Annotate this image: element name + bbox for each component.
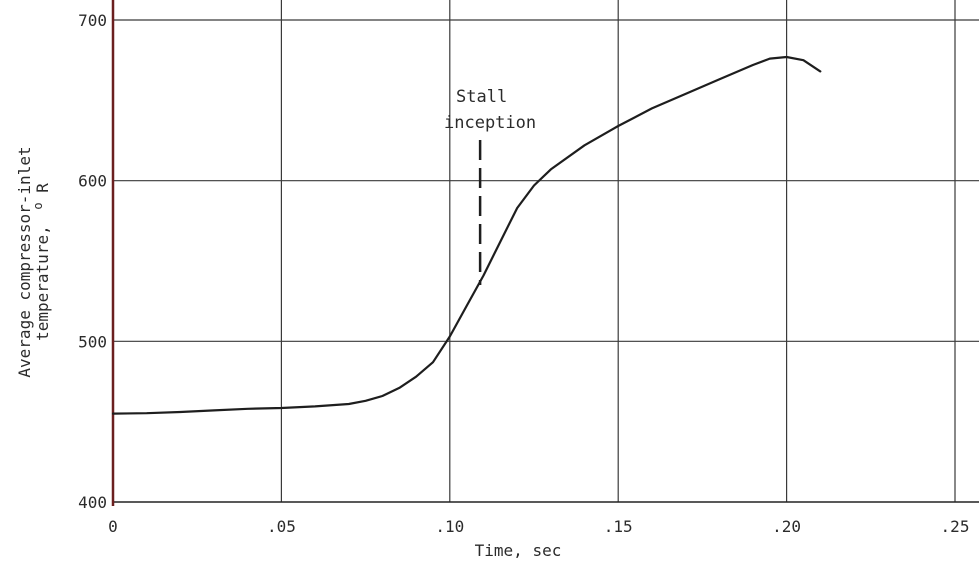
grid-lines [113,0,979,502]
series-line [111,55,822,415]
y-tick-label: 600 [78,172,107,191]
x-tick-label: .20 [772,517,801,536]
y-axis-label-text: temperature, [33,225,52,341]
axes [111,0,979,506]
y-axis-unit-superscript: o [31,202,45,209]
annotation-line2: inception [444,113,536,133]
x-tick-label: .10 [435,517,464,536]
y-tick-label: 700 [78,11,107,30]
stall-inception-annotation: Stall inception [444,87,536,285]
tick-labels: 0 .05 .10 .15 .20 .25 400 500 600 700 [78,11,969,536]
y-axis-label-line2: temperature, o R [27,183,52,341]
y-tick-label: 500 [78,332,107,351]
y-axis-label-line1: Average compressor-inlet [15,146,34,377]
y-tick-label: 400 [78,493,107,512]
x-tick-label: .05 [267,517,296,536]
y-axis-unit: R [33,183,52,193]
x-tick-label: .25 [941,517,970,536]
x-axis-label: Time, sec [475,541,562,560]
y-axis-label: Average compressor-inlet temperature, o … [15,146,52,377]
annotation-line1: Stall [456,87,507,107]
x-tick-label: 0 [108,517,118,536]
x-tick-label: .15 [604,517,633,536]
